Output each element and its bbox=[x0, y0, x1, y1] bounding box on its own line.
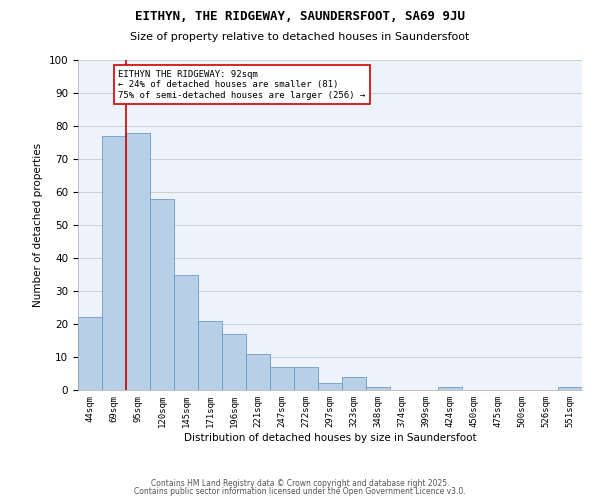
Bar bbox=[318, 384, 342, 390]
Bar bbox=[294, 367, 318, 390]
Text: Contains HM Land Registry data © Crown copyright and database right 2025.: Contains HM Land Registry data © Crown c… bbox=[151, 478, 449, 488]
Bar bbox=[174, 274, 198, 390]
Text: Contains public sector information licensed under the Open Government Licence v3: Contains public sector information licen… bbox=[134, 487, 466, 496]
Y-axis label: Number of detached properties: Number of detached properties bbox=[33, 143, 43, 307]
Text: EITHYN THE RIDGEWAY: 92sqm
← 24% of detached houses are smaller (81)
75% of semi: EITHYN THE RIDGEWAY: 92sqm ← 24% of deta… bbox=[118, 70, 365, 100]
Bar bbox=[270, 367, 294, 390]
Text: Size of property relative to detached houses in Saundersfoot: Size of property relative to detached ho… bbox=[130, 32, 470, 42]
Bar bbox=[78, 318, 102, 390]
Bar bbox=[222, 334, 246, 390]
Bar bbox=[102, 136, 126, 390]
Bar bbox=[246, 354, 270, 390]
Text: EITHYN, THE RIDGEWAY, SAUNDERSFOOT, SA69 9JU: EITHYN, THE RIDGEWAY, SAUNDERSFOOT, SA69… bbox=[135, 10, 465, 23]
Bar bbox=[558, 386, 582, 390]
Bar bbox=[126, 132, 150, 390]
Bar bbox=[150, 198, 174, 390]
Bar bbox=[342, 377, 366, 390]
Bar bbox=[438, 386, 462, 390]
Bar bbox=[198, 320, 222, 390]
X-axis label: Distribution of detached houses by size in Saundersfoot: Distribution of detached houses by size … bbox=[184, 432, 476, 442]
Bar bbox=[366, 386, 390, 390]
